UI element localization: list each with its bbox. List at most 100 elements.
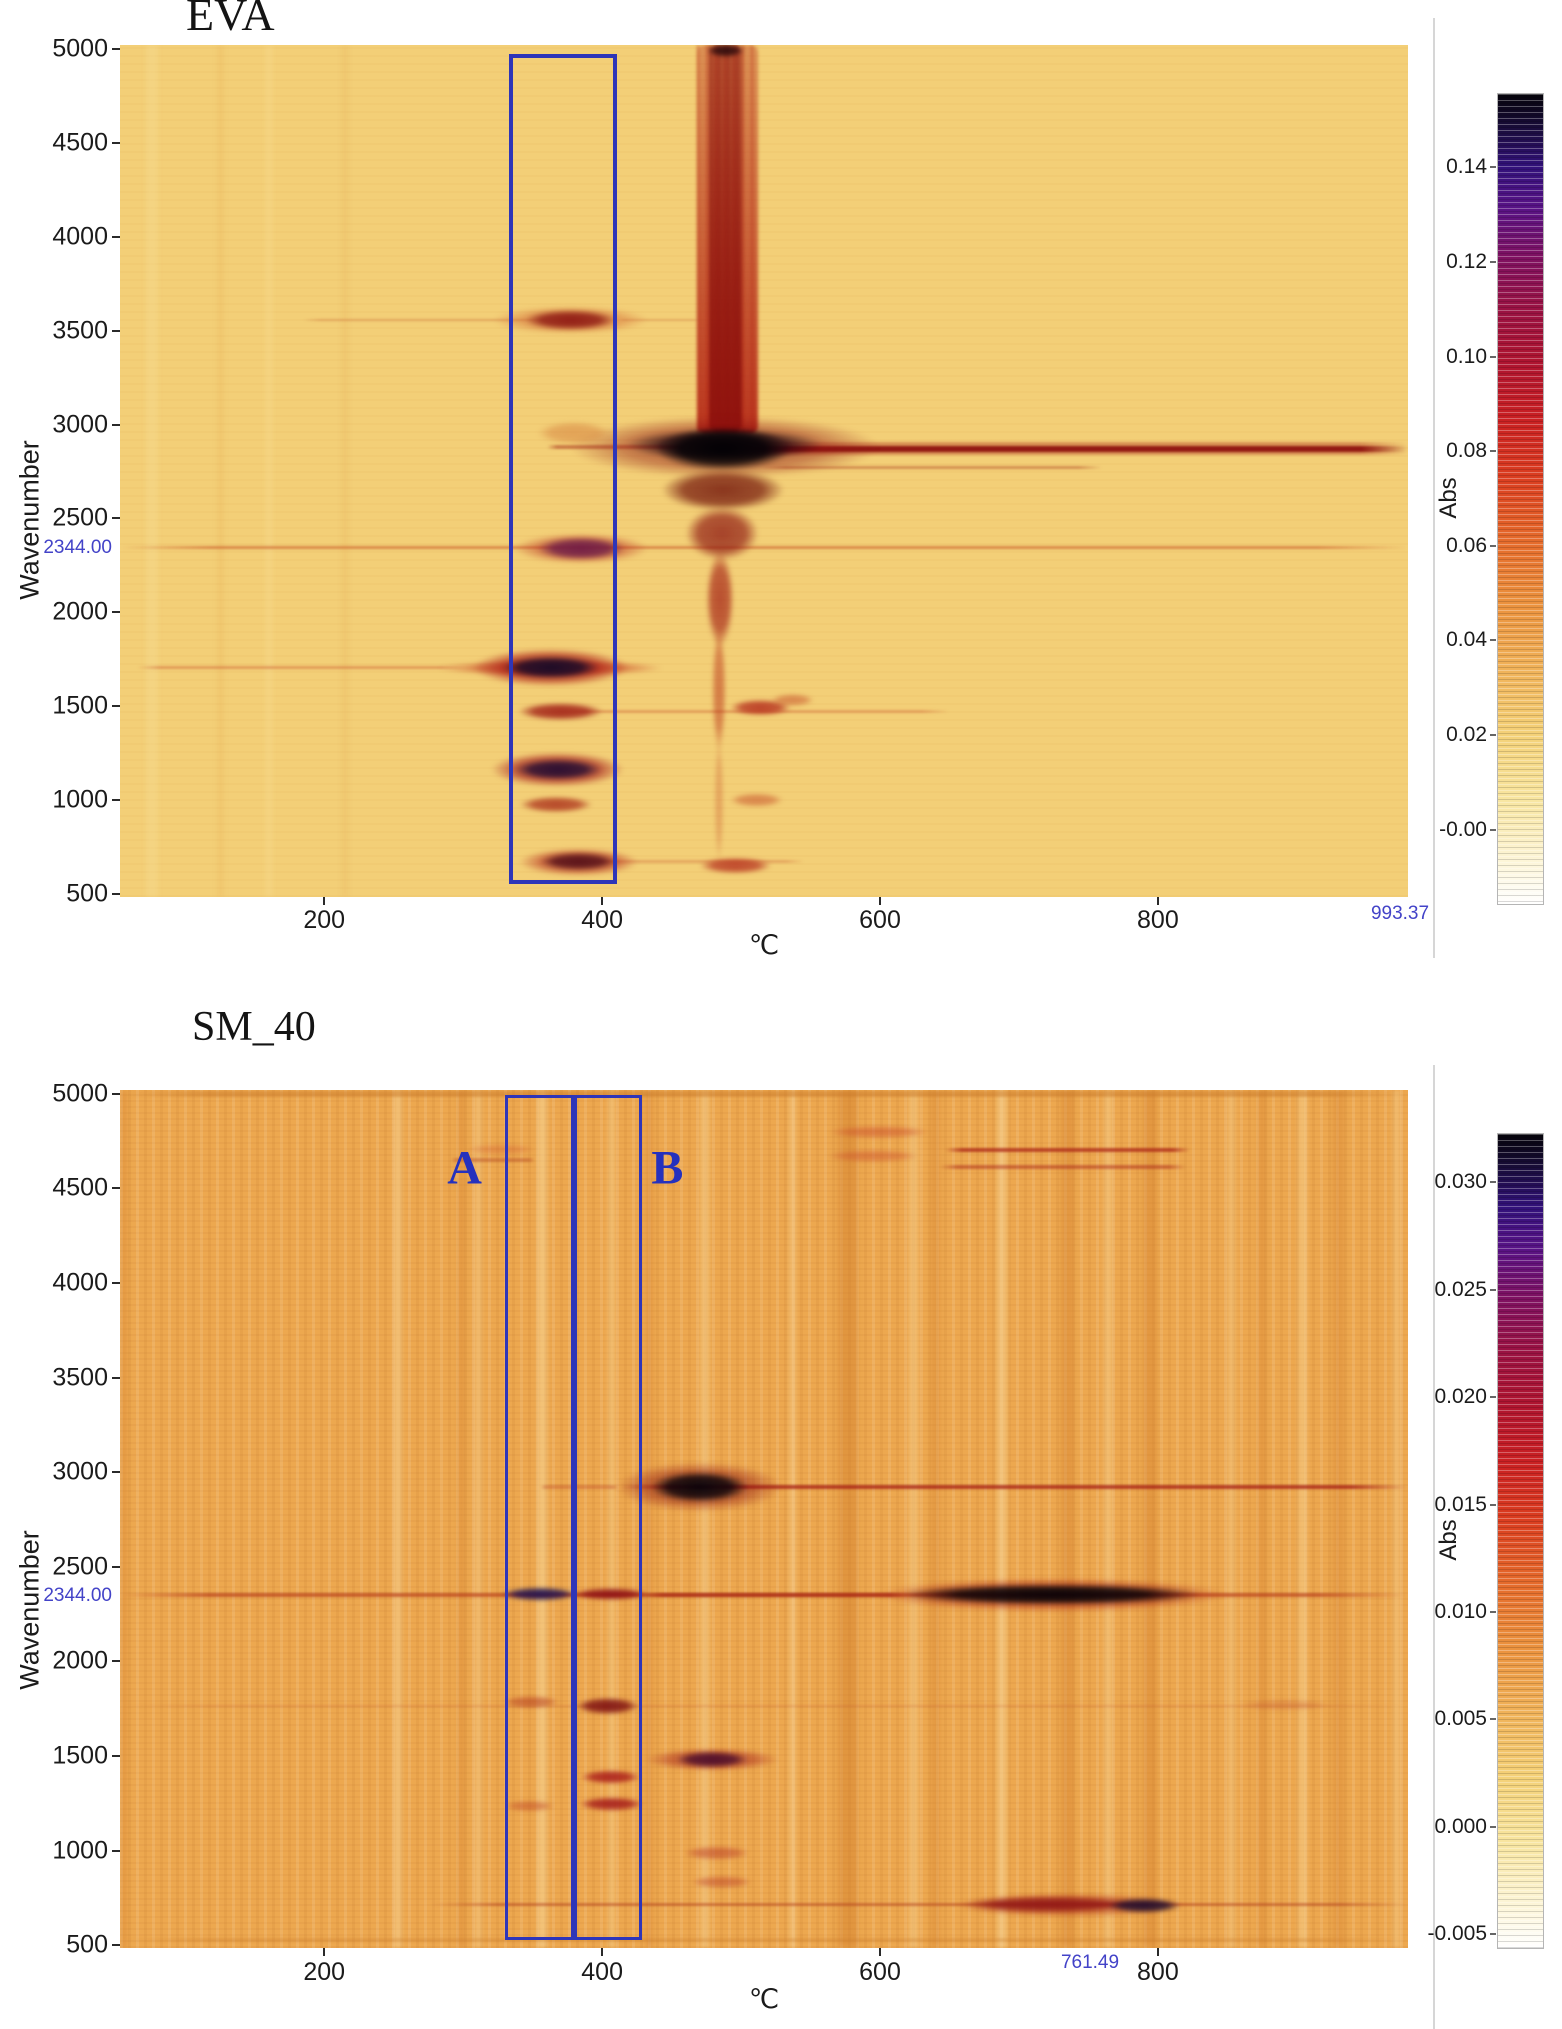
bg-stripe-dark xyxy=(1061,1090,1074,1948)
bg-stripe-dark xyxy=(216,45,224,897)
x-tick-label: 200 xyxy=(303,906,346,934)
feature-band-1170-core xyxy=(501,756,614,784)
feature-smear-4670 xyxy=(813,1148,933,1164)
y-tick-mark xyxy=(112,1565,120,1568)
y-tick-mark xyxy=(112,1281,120,1284)
wavenumber-cursor-label: 2344.00 xyxy=(43,1585,112,1607)
colorbar-tick-label: 0.015 xyxy=(1434,1492,1487,1516)
colorbar-tick-mark xyxy=(1490,1396,1496,1399)
feature-band-1740-B xyxy=(567,1695,649,1717)
x-axis-title: ℃ xyxy=(748,1984,780,2014)
colorbar-tick-label: 0.000 xyxy=(1434,1814,1487,1838)
y-tick-label: 2000 xyxy=(52,597,108,626)
feature-evolution-column-core xyxy=(709,45,743,433)
x-tick-mark xyxy=(1156,1948,1159,1956)
y-tick-mark xyxy=(112,517,120,520)
colorbar-tick-mark xyxy=(1490,734,1496,737)
colorbar-tick-mark xyxy=(1490,260,1496,263)
figure-title: EVA xyxy=(186,0,275,40)
colorbar-label: Abs xyxy=(1435,1519,1462,1561)
colorbar-tick-mark xyxy=(1490,1825,1496,1828)
bg-stripe-light xyxy=(1228,1090,1235,1948)
x-tick-mark xyxy=(1156,897,1159,905)
figure-frame-line xyxy=(1433,18,1435,958)
feature-band-1740-A xyxy=(495,1694,568,1710)
feature-plume-4 xyxy=(709,610,728,769)
feature-blob-2344-B xyxy=(561,1586,660,1602)
feature-band-830 xyxy=(681,1874,762,1890)
feature-line-3560-left xyxy=(303,318,547,322)
bg-stripe-dark xyxy=(121,1090,127,1948)
y-tick-mark xyxy=(112,235,120,238)
feature-band-1450-core xyxy=(664,1749,759,1771)
y-tick-label: 4500 xyxy=(52,128,108,157)
feature-band-650-core xyxy=(528,850,629,874)
colorbar-tick-label: 0.005 xyxy=(1434,1707,1487,1731)
bg-stripe-light xyxy=(789,1090,796,1948)
y-tick-mark xyxy=(112,1754,120,1757)
feature-band-1050 xyxy=(509,794,604,816)
bg-stripe-light xyxy=(264,45,273,897)
y-tick-label: 1500 xyxy=(52,691,108,720)
colorbar xyxy=(1497,1133,1544,1949)
colorbar-tick-mark xyxy=(1490,450,1496,453)
feature-smear-4800 xyxy=(813,1124,944,1140)
feature-band-2344 xyxy=(525,534,638,563)
roi-label-A: A xyxy=(447,1141,482,1195)
bg-stripe-dark xyxy=(1332,1090,1345,1948)
bg-stripe-light xyxy=(997,1090,1008,1948)
feature-plume-5 xyxy=(712,720,726,880)
y-tick-label: 1500 xyxy=(52,1741,108,1770)
y-tick-mark xyxy=(112,1471,120,1474)
feature-line-3560-right xyxy=(618,318,700,322)
x-tick-mark xyxy=(879,897,882,905)
x-tick-label: 600 xyxy=(859,906,901,934)
heatmap-texture xyxy=(120,1090,1408,1948)
feature-band-1240-A xyxy=(497,1799,563,1813)
colorbar-tick-mark xyxy=(1490,166,1496,169)
feature-band-1390-B xyxy=(571,1768,650,1786)
feature-line-650 xyxy=(429,1903,1408,1907)
colorbar-tick-label: 0.10 xyxy=(1446,344,1487,368)
heatmap-stripes xyxy=(120,45,1408,897)
x-tick-label: 400 xyxy=(581,1958,623,1986)
y-tick-mark xyxy=(112,1187,120,1190)
y-tick-mark xyxy=(112,705,120,708)
colorbar-tick-mark xyxy=(1490,1288,1496,1291)
bg-stripe-dark xyxy=(837,1090,859,1948)
feature-line-4650-left xyxy=(450,1158,536,1162)
bg-stripe-light xyxy=(393,1090,403,1948)
heatmap-features xyxy=(120,1090,1408,1948)
bg-stripe-light xyxy=(608,1090,616,1948)
bg-stripe-light xyxy=(474,1090,482,1948)
roi-label-B: B xyxy=(651,1141,684,1195)
colorbar-tick-mark xyxy=(1490,1718,1496,1721)
colorbar-tick-label: -0.00 xyxy=(1439,817,1487,841)
feature-blob-2344-A xyxy=(490,1584,589,1604)
bg-stripe-dark xyxy=(931,1090,940,1948)
y-tick-mark xyxy=(112,423,120,426)
colorbar-tick-label: 0.06 xyxy=(1446,533,1487,557)
x-tick-mark xyxy=(601,1948,604,1956)
y-tick-label: 3000 xyxy=(52,1457,108,1486)
colorbar-tick-label: 0.020 xyxy=(1434,1385,1487,1409)
bg-stripe-light xyxy=(909,1090,918,1948)
bg-stripe-dark xyxy=(458,1090,466,1948)
colorbar-tick-label: 0.08 xyxy=(1446,439,1487,463)
bg-stripe-light xyxy=(1103,1090,1113,1948)
y-tick-mark xyxy=(112,893,120,896)
feature-smear-1760-right xyxy=(1225,1698,1344,1712)
heatmap-features xyxy=(120,45,1408,897)
y-tick-label: 2500 xyxy=(52,503,108,532)
colorbar-stripes xyxy=(1498,1134,1543,1948)
feature-line-2900-left xyxy=(539,1485,619,1489)
bg-stripe-light xyxy=(1393,1090,1401,1948)
bg-stripe-light xyxy=(538,1090,547,1948)
y-tick-label: 500 xyxy=(66,1930,108,1959)
x-tick-mark xyxy=(601,897,604,905)
temperature-cursor-label: 993.37 xyxy=(1370,903,1430,924)
feature-line-2900-right xyxy=(741,446,1408,452)
x-tick-label: 800 xyxy=(1137,906,1179,934)
